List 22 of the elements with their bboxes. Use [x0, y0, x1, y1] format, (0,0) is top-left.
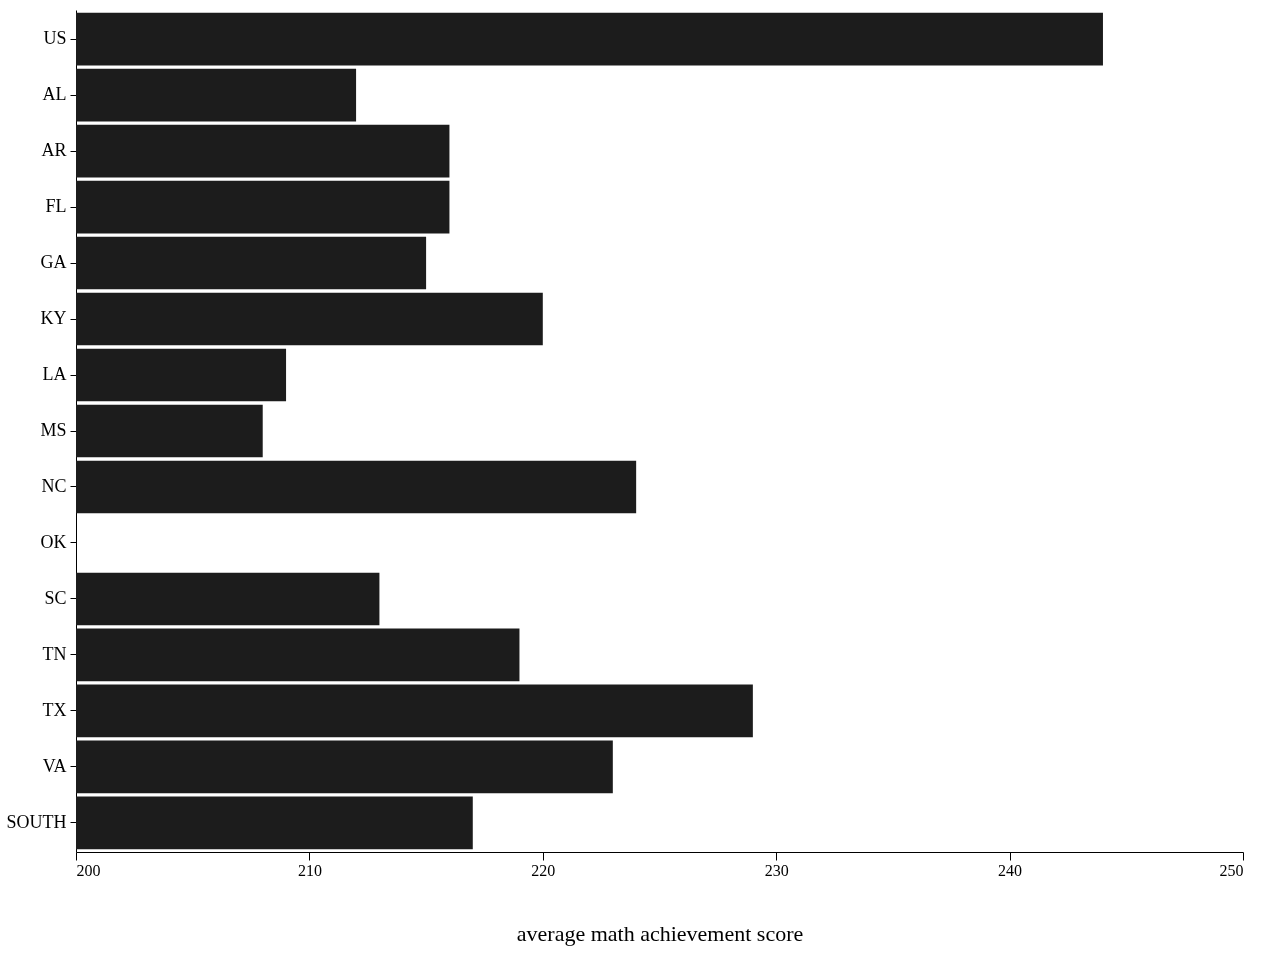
- y-tick-label: TN: [42, 643, 67, 664]
- y-tick-label: FL: [45, 196, 67, 217]
- y-tick-label: SOUTH: [6, 811, 67, 832]
- x-axis-title: average math achievement score: [516, 920, 804, 946]
- y-tick-label: AR: [41, 140, 67, 161]
- y-tick-label: OK: [40, 531, 67, 552]
- y-tick-label: MS: [40, 420, 67, 440]
- y-tick-label: GA: [40, 252, 67, 273]
- y-tick-label: US: [43, 28, 67, 49]
- x-tick-label: 220: [531, 861, 556, 879]
- y-tick-label: KY: [40, 308, 67, 329]
- y-tick-label: NC: [41, 475, 67, 496]
- y-tick-label: SC: [44, 587, 67, 608]
- y-tick-label: VA: [42, 755, 67, 776]
- y-tick-label: AL: [42, 84, 67, 105]
- x-tick-label: 240: [998, 861, 1023, 879]
- y-tick-label: LA: [42, 364, 67, 385]
- y-tick-label: TX: [42, 699, 67, 720]
- x-tick-label: 250: [1219, 861, 1244, 879]
- x-tick-label: 230: [764, 861, 789, 879]
- x-tick-label: 210: [297, 861, 322, 879]
- x-tick-label: 200: [76, 861, 101, 879]
